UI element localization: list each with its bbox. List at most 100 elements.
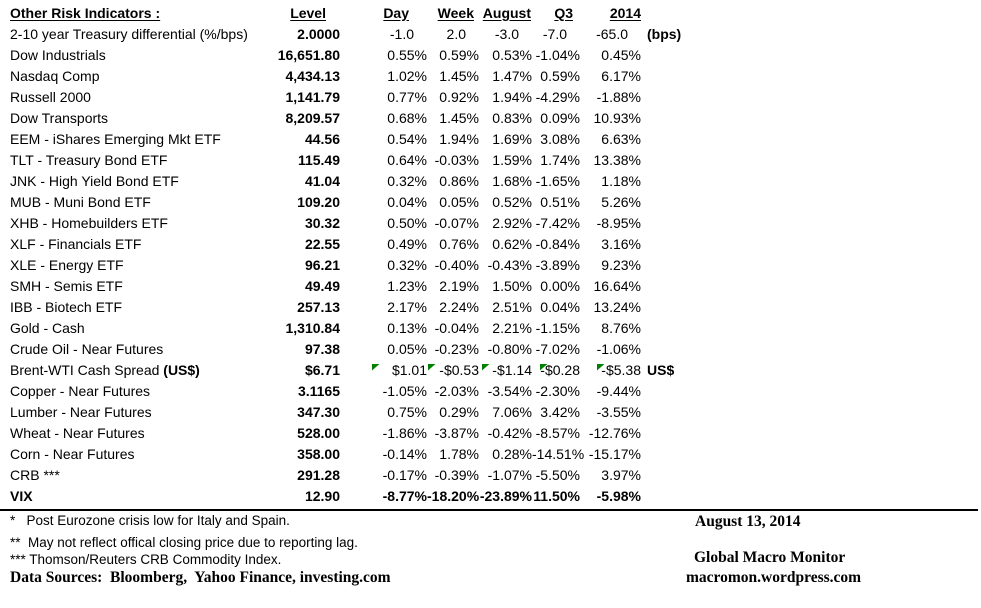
week-value: 1.45%	[439, 67, 479, 84]
y2014-value: -9.44%	[596, 382, 641, 399]
table-row: Lumber - Near Futures 347.30 0.75% 0.29%…	[10, 401, 981, 422]
y2014-value: 8.76%	[601, 319, 641, 336]
q3-value: -8.57%	[535, 424, 580, 441]
indicator-label: Dow Transports	[10, 109, 109, 126]
cell-comment-flag-icon	[482, 363, 490, 371]
unit-label: US$	[647, 361, 675, 378]
week-value: -3.87%	[434, 424, 479, 441]
cell-comment-flag-icon	[597, 363, 605, 371]
table-row: 2-10 year Treasury differential (%/bps) …	[10, 23, 981, 44]
day-value: -1.0	[389, 25, 414, 42]
august-value: -0.80%	[487, 340, 532, 357]
y2014-value: -12.76%	[588, 424, 641, 441]
indicator-label: Brent-WTI Cash Spread (US$)	[10, 361, 200, 378]
day-value: 0.77%	[387, 88, 427, 105]
table-row: EEM - iShares Emerging Mkt ETF 44.56 0.5…	[10, 128, 981, 149]
table-row: XLF - Financials ETF 22.55 0.49% 0.76% 0…	[10, 233, 981, 254]
table-title: Other Risk Indicators :	[10, 4, 161, 21]
day-value: 0.68%	[387, 109, 427, 126]
table-row: IBB - Biotech ETF 257.13 2.17% 2.24% 2.5…	[10, 296, 981, 317]
week-value: 2.19%	[439, 277, 479, 294]
table-body: 2-10 year Treasury differential (%/bps) …	[10, 23, 981, 506]
week-value: 0.86%	[439, 172, 479, 189]
q3-value: -7.42%	[535, 214, 580, 231]
indicator-label: JNK - High Yield Bond ETF	[10, 172, 179, 189]
level-value: 12.90	[304, 487, 340, 504]
level-value: 115.49	[297, 151, 340, 168]
week-value: 0.59%	[439, 46, 479, 63]
level-value: 49.49	[304, 277, 340, 294]
y2014-value: -15.17%	[588, 445, 641, 462]
day-value: $1.01	[340, 362, 427, 378]
y2014-value: 0.45%	[601, 46, 641, 63]
q3-value: -1.15%	[535, 319, 580, 336]
week-value: 0.29%	[439, 403, 479, 420]
indicator-label: XLF - Financials ETF	[10, 235, 142, 252]
august-value: -3.54%	[487, 382, 532, 399]
day-value: 0.13%	[387, 319, 427, 336]
indicator-label: Crude Oil - Near Futures	[10, 340, 164, 357]
level-value: 1,310.84	[285, 319, 341, 336]
y2014-value: -$5.38	[580, 362, 641, 378]
report-date: August 13, 2014	[695, 513, 801, 530]
august-value: -3.0	[494, 25, 519, 42]
august-value: 1.68%	[492, 172, 532, 189]
day-value: 0.64%	[387, 151, 427, 168]
q3-value: -1.04%	[535, 46, 580, 63]
indicator-label: MUB - Muni Bond ETF	[10, 193, 151, 210]
week-value: 1.78%	[439, 445, 479, 462]
august-value: 1.50%	[492, 277, 532, 294]
y2014-value: -1.88%	[596, 88, 641, 105]
level-value: 96.21	[304, 256, 340, 273]
q3-value: -$0.28	[540, 361, 580, 378]
q3-value: 0.00%	[540, 277, 580, 294]
q3-value: -14.51%	[532, 445, 585, 462]
week-value: -0.40%	[434, 256, 479, 273]
cell-comment-flag-icon	[372, 363, 380, 371]
y2014-value: -3.55%	[596, 403, 641, 420]
table-row: Brent-WTI Cash Spread (US$) $6.71 $1.01 …	[10, 359, 981, 380]
table-row: TLT - Treasury Bond ETF 115.49 0.64% -0.…	[10, 149, 981, 170]
y2014-value: 6.63%	[601, 130, 641, 147]
level-value: 22.55	[304, 235, 340, 252]
level-value: 41.04	[304, 172, 340, 189]
august-value: 7.06%	[492, 403, 532, 420]
column-header-q3: Q3	[554, 4, 573, 21]
august-value: -0.43%	[487, 256, 532, 273]
table-row: Russell 2000 1,141.79 0.77% 0.92% 1.94% …	[10, 86, 981, 107]
day-value: 1.02%	[387, 67, 427, 84]
indicator-label: Corn - Near Futures	[10, 445, 135, 462]
week-value: -0.23%	[434, 340, 479, 357]
table-row: SMH - Semis ETF 49.49 1.23% 2.19% 1.50% …	[10, 275, 981, 296]
y2014-value: 13.24%	[593, 298, 641, 315]
week-value: -2.03%	[434, 382, 479, 399]
y2014-value: -1.06%	[596, 340, 641, 357]
table-row: JNK - High Yield Bond ETF 41.04 0.32% 0.…	[10, 170, 981, 191]
week-value: 1.94%	[439, 130, 479, 147]
footnote-2: ** May not reflect offical closing price…	[10, 535, 358, 550]
day-value: 0.54%	[387, 130, 427, 147]
footnote-1: * Post Eurozone crisis low for Italy and…	[10, 513, 290, 528]
level-value: 1,141.79	[285, 88, 341, 105]
day-value: -0.14%	[382, 445, 427, 462]
indicator-label: XLE - Energy ETF	[10, 256, 124, 273]
q3-value: 3.42%	[540, 403, 580, 420]
table-row: CRB *** 291.28 -0.17% -0.39% -1.07% -5.5…	[10, 464, 981, 485]
august-value: 0.83%	[492, 109, 532, 126]
y2014-value: 5.26%	[601, 193, 641, 210]
table-row: Crude Oil - Near Futures 97.38 0.05% -0.…	[10, 338, 981, 359]
day-value: -8.77%	[382, 487, 427, 504]
week-value: -0.03%	[434, 151, 479, 168]
footnote-3: *** Thomson/Reuters CRB Commodity Index.	[10, 552, 282, 567]
indicator-label: SMH - Semis ETF	[10, 277, 123, 294]
week-value: 2.0	[446, 25, 466, 42]
day-value: -1.05%	[382, 382, 427, 399]
august-value: -23.89%	[479, 487, 532, 504]
column-header-august: August	[482, 4, 531, 21]
data-sources-line: Data Sources: Bloomberg, Yahoo Finance, …	[10, 569, 391, 586]
y2014-value: 13.38%	[593, 151, 641, 168]
table-row: Dow Transports 8,209.57 0.68% 1.45% 0.83…	[10, 107, 981, 128]
q3-value: 0.04%	[540, 298, 580, 315]
week-value: 0.05%	[439, 193, 479, 210]
table-row: VIX 12.90 -8.77% -18.20% -23.89% 11.50% …	[10, 485, 981, 506]
